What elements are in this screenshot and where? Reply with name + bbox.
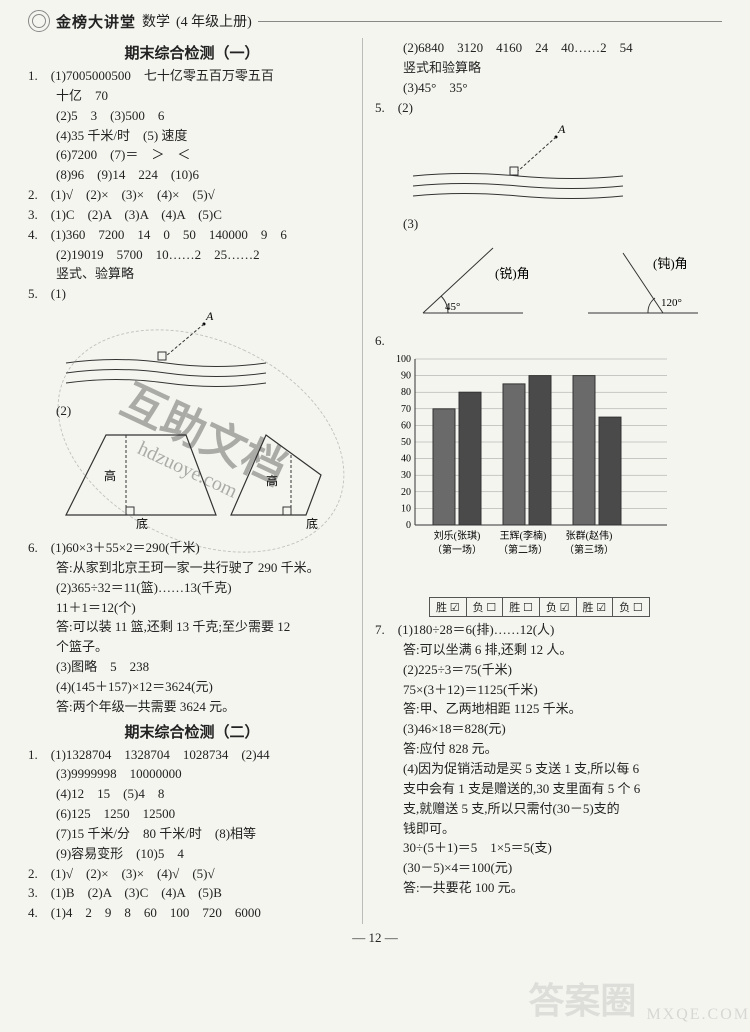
q1-line3: (2)5 3 (3)500 6 — [28, 107, 356, 126]
q6-line1: 6. (1)60×3＋55×2＝290(千米) — [28, 539, 356, 558]
b-q1-line1: 1. (1)1328704 1328704 1028734 (2)44 — [28, 746, 356, 765]
svg-text:30: 30 — [401, 470, 411, 481]
r-q7-line2: 答:可以坐满 6 排,还剩 12 人。 — [375, 641, 722, 660]
r-q7-line4: 75×(3＋12)＝1125(千米) — [375, 681, 722, 700]
r-q7-line14: 答:一共要花 100 元。 — [375, 879, 722, 898]
svg-text:张群(赵伟): 张群(赵伟) — [566, 529, 613, 542]
q5-label: 5. (1) — [28, 285, 356, 304]
svg-text:20: 20 — [401, 487, 411, 498]
svg-text:高: 高 — [266, 473, 278, 488]
q4-line1: 4. (1)360 7200 14 0 50 140000 9 6 — [28, 226, 356, 245]
b-q4-line: 4. (1)4 2 9 8 60 100 720 6000 — [28, 904, 356, 923]
q6-line9: 答:两个年级一共需要 3624 元。 — [28, 698, 356, 717]
q1-line4: (4)35 千米/时 (5) 速度 — [28, 127, 356, 146]
svg-text:0: 0 — [406, 520, 411, 531]
q6-line6: 个篮子。 — [28, 638, 356, 657]
page-header: 金榜大讲堂 数学 (4 年级上册) — [28, 10, 722, 32]
r-q7-line9: 支中会有 1 支是赠送的,30 支里面有 5 个 6 — [375, 780, 722, 799]
section-title-2: 期末综合检测（二） — [28, 721, 356, 742]
svg-text:90: 90 — [401, 371, 411, 382]
header-grade: (4 年级上册) — [176, 11, 252, 31]
r-q6-label: 6. — [375, 332, 722, 351]
svg-text:（第三场）: （第三场） — [564, 543, 614, 556]
section-title-1: 期末综合检测（一） — [28, 42, 356, 63]
footer-mxqe: MXQE.COM — [646, 1006, 750, 1024]
diagram-river-left: A — [28, 308, 356, 398]
b-q1-line5: (7)15 千米/分 80 千米/时 (8)相等 — [28, 825, 356, 844]
r-q7-line6: (3)46×18＝828(元) — [375, 720, 722, 739]
r-line3: (3)45° 35° — [375, 79, 722, 98]
q3-line: 3. (1)C (2)A (3)A (4)A (5)C — [28, 206, 356, 225]
svg-text:A: A — [205, 309, 214, 323]
q1-line2: 十亿 70 — [28, 87, 356, 106]
chart-result-table: 胜 ☑负 ☐胜 ☐负 ☑胜 ☑负 ☐ — [429, 597, 650, 617]
bar-chart: 0102030405060708090100刘乐(张琪)（第一场）王辉(李楠)（… — [387, 355, 722, 617]
svg-text:40: 40 — [401, 454, 411, 465]
q6-line7: (3)图略 5 238 — [28, 658, 356, 677]
q1-line6: (8)96 (9)14 224 (10)6 — [28, 166, 356, 185]
q4-line3: 竖式、验算略 — [28, 265, 356, 284]
b-q1-line6: (9)容易变形 (10)5 4 — [28, 845, 356, 864]
r-q7-line3: (2)225÷3＝75(千米) — [375, 661, 722, 680]
svg-text:A: A — [557, 122, 566, 136]
logo-icon — [28, 10, 50, 32]
svg-text:80: 80 — [401, 387, 411, 398]
q2-line: 2. (1)√ (2)× (3)× (4)× (5)√ — [28, 186, 356, 205]
header-series: 金榜大讲堂 — [56, 11, 136, 32]
diagram-angles: 45° (锐)角 120° (钝)角 — [375, 238, 722, 328]
obtuse-deg: 120° — [661, 297, 682, 309]
b-q1-line3: (4)12 15 (5)4 8 — [28, 785, 356, 804]
r-q7-line10: 支,就赠送 5 支,所以只需付(30－5)支的 — [375, 800, 722, 819]
svg-text:王辉(李楠): 王辉(李楠) — [500, 529, 547, 542]
svg-text:（第二场）: （第二场） — [498, 543, 548, 556]
svg-text:70: 70 — [401, 404, 411, 415]
r-q7-line5: 答:甲、乙两地相距 1125 千米。 — [375, 700, 722, 719]
column-right: (2)6840 3120 4160 24 40……2 54 竖式和验算略 (3)… — [371, 38, 722, 924]
r-q7-line7: 答:应付 828 元。 — [375, 740, 722, 759]
svg-text:刘乐(张琪): 刘乐(张琪) — [434, 529, 481, 542]
svg-text:100: 100 — [396, 355, 411, 365]
b-q2-line: 2. (1)√ (2)× (3)× (4)√ (5)√ — [28, 865, 356, 884]
r-q7-line8: (4)因为促销活动是买 5 支送 1 支,所以每 6 — [375, 760, 722, 779]
q4-line2: (2)19019 5700 10……2 25……2 — [28, 246, 356, 265]
acute-label: (锐)角 — [495, 266, 530, 281]
r-q7-line11: 钱即可。 — [375, 820, 722, 839]
header-rule — [258, 21, 722, 22]
r-line1: (2)6840 3120 4160 24 40……2 54 — [375, 39, 722, 58]
b-q1-line4: (6)125 1250 12500 — [28, 805, 356, 824]
acute-deg: 45° — [445, 301, 460, 313]
obtuse-label: (钝)角 — [653, 256, 688, 271]
svg-text:60: 60 — [401, 420, 411, 431]
svg-text:50: 50 — [401, 437, 411, 448]
footer-daan: 答案圈 — [528, 972, 636, 1024]
r-q7-line12: 30÷(5＋1)＝5 1×5＝5(支) — [375, 839, 722, 858]
q6-line8: (4)(145＋157)×12＝3624(元) — [28, 678, 356, 697]
q6-line5: 答:可以装 11 篮,还剩 13 千克;至少需要 12 — [28, 618, 356, 637]
content-columns: 期末综合检测（一） 1. (1)7005000500 七十亿零五百万零五百 十亿… — [28, 38, 722, 924]
svg-text:高: 高 — [104, 468, 116, 483]
r-q7-line1: 7. (1)180÷28＝6(排)……12(人) — [375, 621, 722, 640]
header-subject: 数学 — [142, 11, 170, 31]
b-q1-line2: (3)9999998 10000000 — [28, 765, 356, 784]
q6-line3: (2)365÷32＝11(篮)……13(千克) — [28, 579, 356, 598]
b-q3-line: 3. (1)B (2)A (3)C (4)A (5)B — [28, 884, 356, 903]
svg-text:（第一场）: （第一场） — [432, 543, 482, 556]
svg-text:底: 底 — [136, 516, 148, 531]
r-q7-line13: (30－5)×4＝100(元) — [375, 859, 722, 878]
footer-watermark: 答案圈 MXQE.COM — [528, 972, 750, 1024]
q6-line4: 11＋1＝12(个) — [28, 599, 356, 618]
q1-line1: 1. (1)7005000500 七十亿零五百万零五百 — [28, 67, 356, 86]
q6-line2: 答:从家到北京王珂一家一共行驶了 290 千米。 — [28, 559, 356, 578]
q5b-label: (2) — [28, 402, 356, 421]
r-line2: 竖式和验算略 — [375, 59, 722, 78]
diagram-trapezoid-left: 高 底 高 底 — [28, 425, 356, 535]
r-q5b-label: (3) — [375, 215, 722, 234]
q1-line5: (6)7200 (7)＝ ＞ ＜ — [28, 146, 356, 165]
page-number: — 12 — — [28, 930, 722, 946]
column-left: 期末综合检测（一） 1. (1)7005000500 七十亿零五百万零五百 十亿… — [28, 38, 363, 924]
r-q5-label: 5. (2) — [375, 99, 722, 118]
svg-text:底: 底 — [306, 516, 318, 531]
diagram-river-right: A — [375, 121, 722, 211]
svg-text:10: 10 — [401, 503, 411, 514]
